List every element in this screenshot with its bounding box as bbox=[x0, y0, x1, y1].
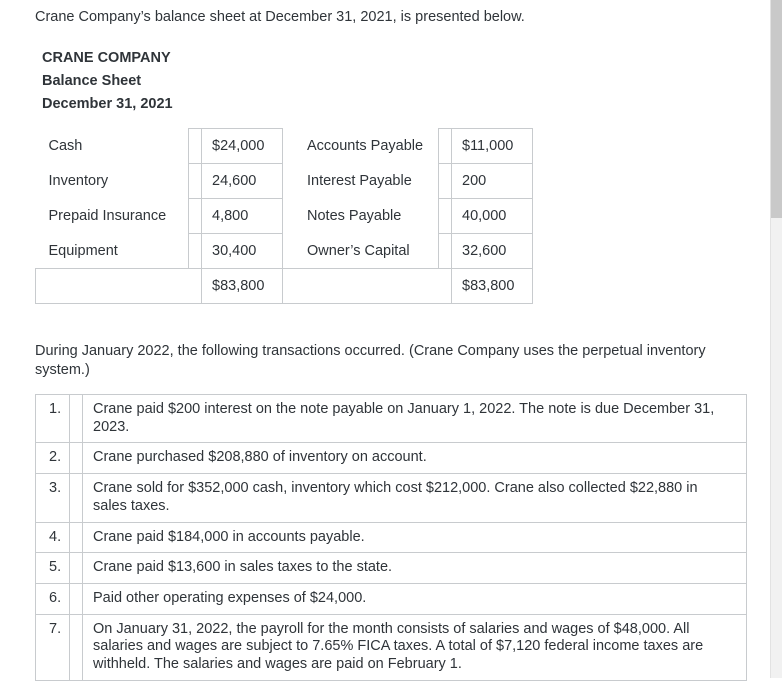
empty-cell bbox=[35, 268, 202, 305]
spacer-cell bbox=[69, 521, 83, 554]
transaction-row: 2. Crane purchased $208,880 of inventory… bbox=[35, 442, 747, 475]
empty-cell bbox=[282, 268, 452, 305]
transactions-intro: During January 2022, the following trans… bbox=[35, 343, 706, 379]
asset-value: 24,600 bbox=[201, 163, 283, 200]
liability-label: Interest Payable bbox=[307, 173, 412, 190]
liability-value: 200 bbox=[451, 163, 533, 200]
liabilities-total: $83,800 bbox=[451, 268, 533, 305]
transaction-number: 4. bbox=[35, 521, 70, 554]
spacer-cell bbox=[438, 233, 452, 270]
asset-label: Equipment bbox=[48, 243, 118, 260]
transaction-row: 6. Paid other operating expenses of $24,… bbox=[35, 582, 747, 615]
transaction-text: Crane paid $184,000 in accounts payable. bbox=[82, 521, 747, 554]
transaction-row: 4. Crane paid $184,000 in accounts payab… bbox=[35, 521, 747, 554]
statement-title: Balance Sheet bbox=[42, 73, 142, 90]
spacer-cell bbox=[69, 582, 83, 615]
transaction-text: Crane purchased $208,880 of inventory on… bbox=[82, 442, 747, 475]
transaction-row: 3. Crane sold for $352,000 cash, invento… bbox=[35, 473, 747, 523]
transaction-number: 5. bbox=[35, 552, 70, 584]
liability-label: Accounts Payable bbox=[307, 138, 424, 155]
transaction-number: 6. bbox=[35, 582, 70, 615]
transaction-text: Paid other operating expenses of $24,000… bbox=[82, 582, 747, 615]
balance-sheet-row: Prepaid Insurance 4,800 Notes Payable 40… bbox=[36, 198, 533, 235]
spacer-cell bbox=[188, 128, 202, 165]
spacer-cell bbox=[69, 394, 83, 444]
asset-label: Inventory bbox=[48, 173, 109, 190]
asset-value: $24,000 bbox=[201, 128, 283, 165]
asset-value: 4,800 bbox=[201, 198, 283, 235]
spacer-cell bbox=[69, 442, 83, 475]
transaction-number: 2. bbox=[35, 442, 70, 475]
company-name: CRANE COMPANY bbox=[42, 49, 171, 66]
balance-sheet-total-row: $83,800 $83,800 bbox=[35, 268, 533, 305]
transactions-table: 1. Crane paid $200 interest on the note … bbox=[35, 394, 747, 681]
statement-date: December 31, 2021 bbox=[42, 96, 173, 113]
transaction-text: Crane sold for $352,000 cash, inventory … bbox=[82, 473, 747, 523]
spacer-cell bbox=[188, 233, 202, 270]
balance-sheet-row: Inventory 24,600 Interest Payable 200 bbox=[36, 163, 533, 200]
transaction-row: 1. Crane paid $200 interest on the note … bbox=[35, 394, 747, 444]
assets-total: $83,800 bbox=[201, 268, 283, 305]
asset-label: Cash bbox=[48, 138, 83, 155]
spacer-cell bbox=[69, 473, 83, 523]
balance-sheet-row: Cash $24,000 Accounts Payable $11,000 bbox=[36, 128, 533, 165]
liability-value: $11,000 bbox=[451, 128, 533, 165]
transaction-number: 3. bbox=[35, 473, 70, 523]
liability-value: 32,600 bbox=[451, 233, 533, 270]
spacer-cell bbox=[438, 198, 452, 235]
transaction-text: Crane paid $200 interest on the note pay… bbox=[82, 394, 747, 444]
liability-value: 40,000 bbox=[451, 198, 533, 235]
spacer-cell bbox=[188, 198, 202, 235]
spacer-cell bbox=[188, 163, 202, 200]
asset-value: 30,400 bbox=[201, 233, 283, 270]
transaction-number: 7. bbox=[35, 613, 70, 681]
transaction-text: On January 31, 2022, the payroll for the… bbox=[82, 613, 747, 681]
intro-text: Crane Company’s balance sheet at Decembe… bbox=[35, 9, 525, 25]
transaction-row: 7. On January 31, 2022, the payroll for … bbox=[35, 613, 747, 681]
transaction-number: 1. bbox=[35, 394, 70, 444]
liability-label: Owner’s Capital bbox=[307, 243, 410, 260]
scrollbar[interactable] bbox=[770, 0, 782, 678]
balance-sheet-row: Equipment 30,400 Owner’s Capital 32,600 bbox=[36, 233, 533, 270]
asset-label: Prepaid Insurance bbox=[48, 208, 167, 225]
scrollbar-thumb[interactable] bbox=[771, 0, 782, 218]
transaction-row: 5. Crane paid $13,600 in sales taxes to … bbox=[35, 552, 747, 584]
transaction-text: Crane paid $13,600 in sales taxes to the… bbox=[82, 552, 747, 584]
spacer-cell bbox=[438, 128, 452, 165]
spacer-cell bbox=[69, 613, 83, 681]
liability-label: Notes Payable bbox=[307, 208, 402, 225]
spacer-cell bbox=[438, 163, 452, 200]
spacer-cell bbox=[69, 552, 83, 584]
balance-sheet-header: CRANE COMPANY Balance Sheet December 31,… bbox=[42, 47, 770, 117]
balance-sheet-table: Cash $24,000 Accounts Payable $11,000 In… bbox=[35, 128, 533, 305]
